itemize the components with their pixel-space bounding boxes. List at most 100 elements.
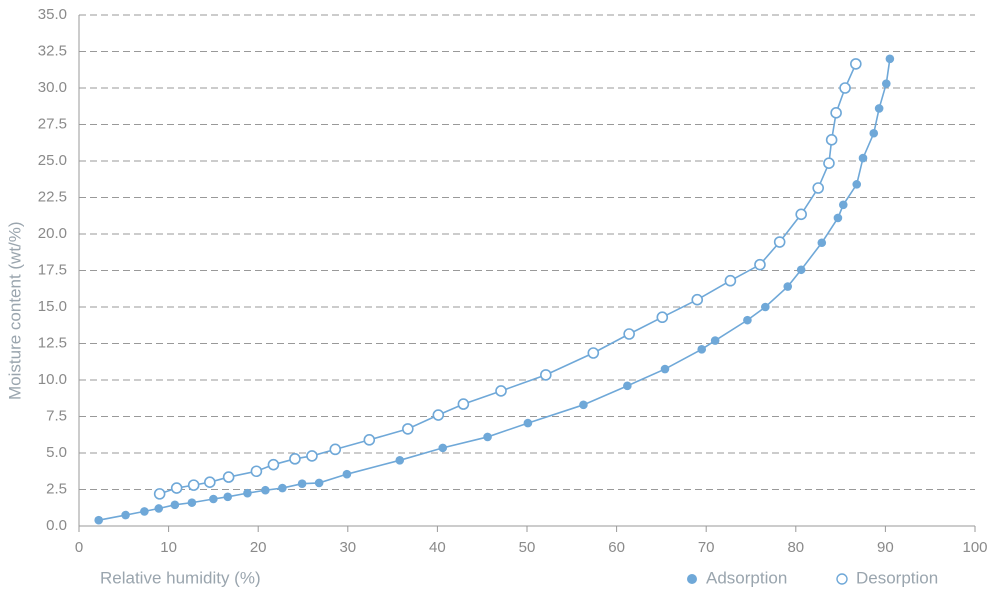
data-point <box>153 488 166 500</box>
data-point <box>783 282 793 291</box>
legend-marker <box>836 573 848 585</box>
data-point <box>306 450 318 462</box>
y-axis-label: Moisture content (wt/%) <box>5 221 24 400</box>
y-tick-label: 12.5 <box>38 334 67 351</box>
y-tick-label: 10.0 <box>38 371 67 388</box>
data-point <box>363 434 376 446</box>
data-point <box>278 483 287 493</box>
data-point <box>250 465 263 478</box>
data-point <box>223 492 233 502</box>
data-point <box>457 398 470 410</box>
data-point <box>523 418 533 428</box>
data-point <box>483 432 492 442</box>
y-tick-label: 15.0 <box>38 298 67 315</box>
legend-label: Adsorption <box>706 568 787 587</box>
legend-marker <box>687 574 697 584</box>
data-point <box>342 469 352 479</box>
x-tick-label: 90 <box>877 539 894 556</box>
data-point <box>773 236 786 248</box>
data-point <box>222 471 235 483</box>
x-tick-label: 20 <box>250 539 267 556</box>
data-point <box>724 274 737 287</box>
data-point <box>796 265 806 275</box>
data-point <box>881 79 891 88</box>
x-axis-label: Relative humidity (%) <box>100 568 261 587</box>
data-point <box>850 58 862 70</box>
data-point <box>579 400 588 410</box>
data-point <box>314 478 324 488</box>
y-tick-label: 32.5 <box>38 42 67 59</box>
data-point <box>432 409 445 421</box>
data-point <box>830 107 842 119</box>
data-point <box>754 258 766 271</box>
data-point <box>623 381 632 391</box>
data-point <box>660 364 670 374</box>
data-point <box>656 311 669 324</box>
data-point <box>710 336 720 345</box>
y-tick-label: 25.0 <box>38 152 67 169</box>
x-tick-label: 80 <box>787 539 804 556</box>
data-point <box>121 510 130 520</box>
data-point <box>395 456 405 465</box>
x-tick-label: 60 <box>608 539 625 556</box>
y-tick-label: 22.5 <box>38 188 67 205</box>
y-tick-label: 35.0 <box>38 6 67 23</box>
data-point <box>140 507 149 516</box>
data-point <box>885 54 895 64</box>
y-tick-label: 2.5 <box>46 480 67 497</box>
data-point <box>261 485 270 495</box>
series-line <box>98 58 891 521</box>
data-point <box>761 302 770 312</box>
data-point <box>812 182 825 194</box>
data-point <box>187 479 200 491</box>
data-point <box>289 453 301 465</box>
data-point <box>838 200 848 210</box>
data-point <box>587 347 600 359</box>
data-point <box>204 476 216 489</box>
x-tick-label: 50 <box>519 539 536 556</box>
y-tick-label: 27.5 <box>38 115 67 132</box>
data-point <box>438 443 448 453</box>
data-point <box>187 498 197 507</box>
data-point <box>691 293 704 306</box>
y-tick-label: 0.0 <box>46 517 67 534</box>
data-point <box>209 494 218 504</box>
y-tick-label: 5.0 <box>46 444 67 461</box>
data-point <box>297 479 307 488</box>
x-tick-label: 100 <box>962 539 987 556</box>
data-point <box>243 488 252 498</box>
data-point <box>697 345 707 354</box>
data-point <box>267 458 280 471</box>
data-point <box>858 153 868 163</box>
y-tick-label: 30.0 <box>38 79 67 96</box>
x-tick-label: 70 <box>698 539 715 556</box>
data-point <box>825 134 838 146</box>
x-tick-label: 40 <box>429 539 446 556</box>
data-point <box>170 500 180 510</box>
data-point <box>869 128 879 138</box>
data-point <box>495 385 507 397</box>
data-point <box>329 443 342 456</box>
data-point <box>852 180 862 189</box>
x-tick-label: 0 <box>75 539 83 556</box>
data-point <box>795 208 807 221</box>
data-point <box>154 504 164 513</box>
x-tick-label: 10 <box>160 539 177 556</box>
data-point <box>402 423 414 435</box>
x-tick-label: 30 <box>339 539 356 556</box>
data-point <box>540 369 552 381</box>
y-tick-label: 7.5 <box>46 407 67 424</box>
data-point <box>823 157 835 169</box>
data-point <box>94 515 104 525</box>
data-point <box>874 104 884 113</box>
data-point <box>833 213 843 223</box>
data-point <box>743 315 752 325</box>
data-point <box>839 82 851 94</box>
data-point <box>170 482 183 494</box>
y-tick-label: 17.5 <box>38 261 67 278</box>
y-tick-label: 20.0 <box>38 225 67 242</box>
data-point <box>623 328 635 340</box>
data-point <box>817 238 827 248</box>
legend-label: Desorption <box>856 568 938 587</box>
